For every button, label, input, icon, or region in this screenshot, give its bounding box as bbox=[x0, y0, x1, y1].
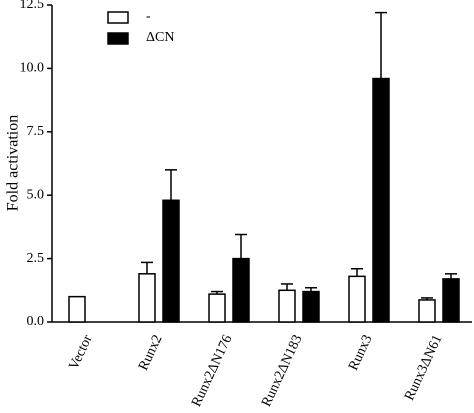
x-tick-label: Vector bbox=[67, 332, 96, 372]
bar bbox=[302, 290, 320, 323]
y-tick-label: 2.5 bbox=[27, 251, 45, 266]
y-tick-label: 0.0 bbox=[27, 314, 45, 329]
legend-swatch bbox=[107, 32, 129, 45]
bar bbox=[208, 293, 226, 323]
bar bbox=[278, 289, 296, 323]
legend-label: ΔCN bbox=[146, 30, 174, 45]
x-tick-label: Runx3ΔN61 bbox=[402, 333, 445, 403]
bar bbox=[232, 257, 250, 323]
y-axis-label: Fold activation bbox=[5, 115, 22, 211]
bar bbox=[68, 295, 86, 323]
x-tick-label: Runx2 bbox=[136, 333, 165, 373]
legend-swatch bbox=[107, 11, 129, 24]
bar bbox=[442, 278, 460, 323]
x-tick-label: Runx2ΔN183 bbox=[259, 333, 305, 410]
y-tick-label: 12.5 bbox=[20, 0, 45, 12]
bar bbox=[348, 275, 366, 323]
bar bbox=[138, 273, 156, 323]
y-tick-label: 10.0 bbox=[20, 61, 45, 76]
bar bbox=[372, 77, 390, 323]
y-tick-label: 5.0 bbox=[27, 187, 45, 202]
bar bbox=[418, 299, 436, 323]
x-tick-label: Runx2ΔN176 bbox=[189, 333, 235, 410]
y-tick-label: 7.5 bbox=[27, 124, 45, 139]
legend-label: - bbox=[146, 9, 151, 24]
x-tick-label: Runx3 bbox=[346, 333, 375, 373]
bar bbox=[162, 199, 180, 323]
